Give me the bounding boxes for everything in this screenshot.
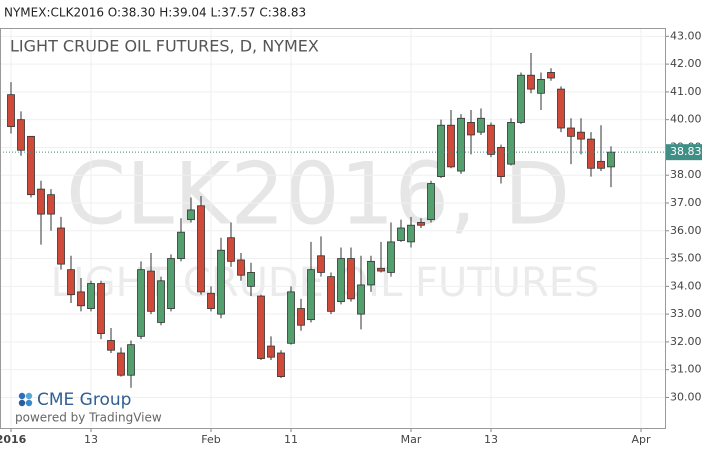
candle-body [157,280,165,323]
candle-body [437,124,445,178]
candle-body [37,188,45,215]
y-tick-label: 34.00 [670,279,702,292]
candle-body [547,72,555,79]
candle-body [387,241,395,273]
candle-body [167,258,175,309]
plot-frame [0,28,666,429]
candle-body [267,345,275,358]
candle-body [307,269,315,321]
candle-body [217,249,225,315]
candle-body [107,340,115,351]
candle-body [197,205,205,293]
candle-body [67,269,75,296]
x-tick-label: 13 [484,433,498,446]
x-tick-label: Apr [631,433,651,446]
watermark: CLK2016, D [66,144,570,244]
candle-body [337,258,345,303]
y-tick-label: 35.00 [670,252,702,265]
y-tick-label: 31.00 [670,363,702,376]
header: NYMEX:CLK2016 O:38.30 H:39.04 L:37.57 C:… [4,6,306,20]
logo-text: CME Group [37,390,131,410]
candle-body [427,183,435,221]
candle-body [327,276,335,312]
logo-dot [25,399,33,407]
y-tick-label: 42.00 [670,57,702,70]
candle-body [507,122,515,165]
x-tick-label: Mar [401,433,422,446]
credit: powered by TradingView [15,411,162,425]
candle-body [397,227,405,241]
y-tick-label: 38.00 [670,168,702,181]
candle-body [117,352,125,376]
candle-body [127,344,135,376]
x-tick-label: 2016 [0,433,27,446]
y-tick-label: 37.00 [670,196,702,209]
candle-body [317,255,325,273]
candle-body [147,270,155,312]
y-tick-label: 40.00 [670,113,702,126]
candle-body [407,224,415,243]
last-price-label: 38.83 [670,145,702,158]
candle-body [247,272,255,287]
candle-body [257,295,265,359]
candle-body [227,237,235,262]
candle-body [27,135,35,196]
candle-body [597,160,605,169]
candle-body [297,308,305,326]
candle-body [577,131,585,140]
candle-body [477,117,485,133]
candle-body [457,117,465,172]
y-tick-label: 32.00 [670,335,702,348]
y-tick-label: 36.00 [670,224,702,237]
y-tick-label: 41.00 [670,85,702,98]
candle-body [137,269,145,337]
candle-body [287,291,295,344]
y-tick-label: 33.00 [670,307,702,320]
candle-body [607,151,615,168]
candle-body [367,260,375,286]
candle-body [527,74,535,90]
last-price-box [666,144,702,161]
y-tick-label: 30.00 [670,390,702,403]
candle-body [467,122,475,136]
x-tick-label: Feb [201,433,220,446]
candle-body [77,291,85,307]
candle-body [587,138,595,169]
candle-body [377,267,385,272]
watermark: LIGHT CRUDE OIL FUTURES [51,260,600,306]
candle-body [557,88,565,129]
x-tick-label: 11 [284,433,298,446]
candle-body [57,227,65,265]
candle-body [417,222,425,226]
candle-body [357,284,365,315]
candle-body [7,94,15,128]
y-tick-label: 43.00 [670,29,702,42]
logo-dot [18,399,26,407]
candle-body [517,74,525,123]
candle-body [17,119,25,151]
x-tick-label: 13 [84,433,98,446]
chart-title: LIGHT CRUDE OIL FUTURES, D, NYMEX [10,37,319,56]
candle-body [87,283,95,309]
candle-body [207,292,215,309]
candle-body [497,147,505,178]
candle-body [187,209,195,221]
candle-body [237,259,245,276]
candle-body [177,231,185,259]
candle-body [567,127,575,137]
candle-body [487,124,495,155]
candle-body [537,78,545,94]
candle-body [47,194,55,215]
candle-body [97,283,105,334]
candle-body [347,258,355,300]
candle-body [277,352,285,378]
logo-dot [18,392,26,400]
logo-dot [25,392,33,400]
candle-body [447,124,455,168]
